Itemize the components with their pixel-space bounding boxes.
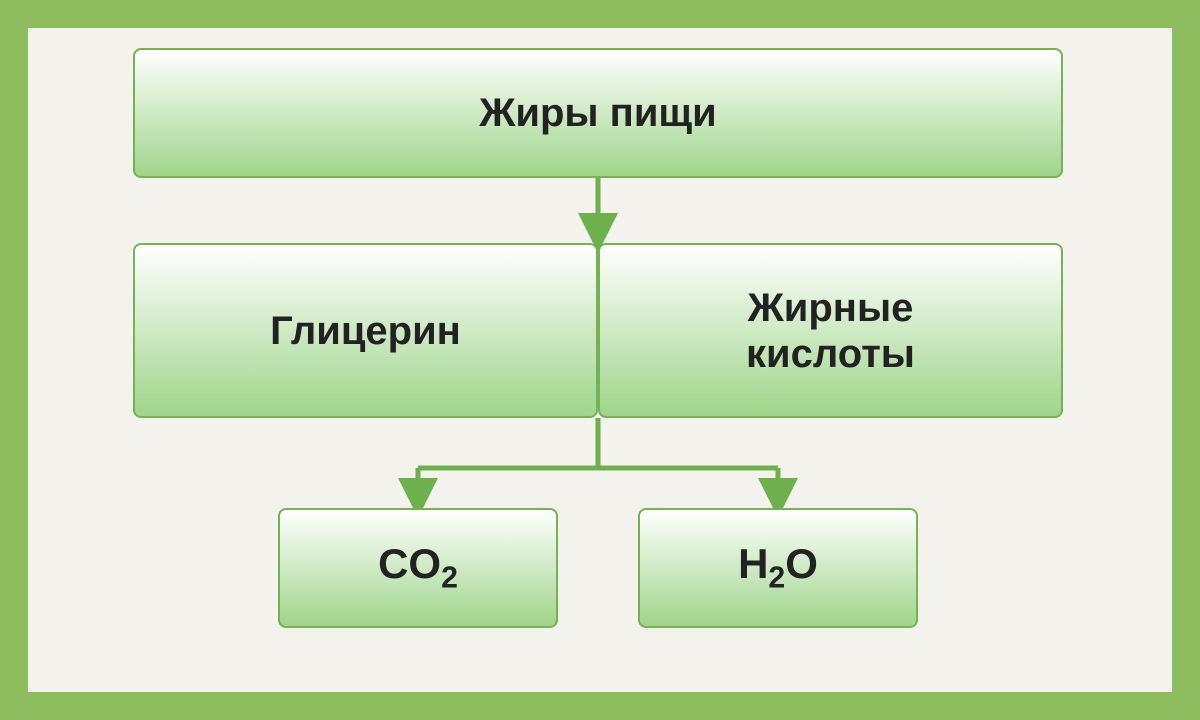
node-label-left2: Глицерин	[270, 308, 461, 354]
subscript-h2o: 2	[768, 561, 785, 594]
node-label-h2o: H2O	[738, 540, 818, 596]
node-label-top: Жиры пищи	[479, 90, 717, 136]
node-co2: CO2	[278, 508, 558, 628]
outer-frame: Жиры пищи Глицерин Жирныекислоты CO2 H2O	[0, 0, 1200, 720]
node-right2: Жирныекислоты	[598, 243, 1063, 418]
node-label-co2: CO2	[378, 540, 458, 596]
diagram-canvas: Жиры пищи Глицерин Жирныекислоты CO2 H2O	[28, 28, 1172, 692]
node-left2: Глицерин	[133, 243, 598, 418]
subscript-co2: 2	[441, 561, 458, 594]
node-h2o: H2O	[638, 508, 918, 628]
node-label-right2: Жирныекислоты	[746, 285, 915, 377]
node-top: Жиры пищи	[133, 48, 1063, 178]
